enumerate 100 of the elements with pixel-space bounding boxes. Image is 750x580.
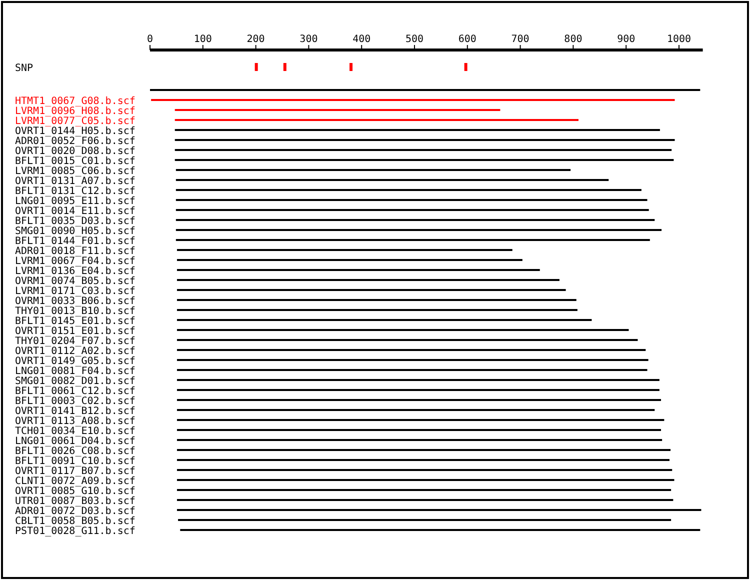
y-tick-label: LVRM1_0085_C06.b.scf: [15, 166, 136, 177]
bar: [178, 519, 672, 521]
bar: [176, 179, 609, 181]
y-tick-label: THY01_0013_B10.b.scf: [15, 306, 136, 317]
bar: [176, 469, 672, 471]
bar: [174, 159, 674, 161]
bar: [150, 89, 700, 91]
x-tick-label: 900: [617, 34, 636, 45]
y-tick-label: OVRT1_0144_H05.b.scf: [15, 126, 136, 137]
bar: [176, 209, 649, 211]
bar: [176, 259, 522, 261]
bar: [176, 329, 629, 331]
y-tick-label: LNG01_0081_F04.b.scf: [15, 366, 136, 377]
bar: [176, 439, 662, 441]
bar: [180, 529, 700, 531]
bar: [176, 229, 662, 231]
bar: [176, 299, 576, 301]
bar: [176, 369, 648, 371]
bar: [174, 109, 500, 111]
bar: [176, 279, 560, 281]
y-tick-label: BFLT1_0015_C01.b.scf: [15, 156, 136, 167]
bar: [176, 489, 672, 491]
y-tick-label: LVRM1_0077_C05.b.scf: [15, 116, 136, 127]
y-tick-label: BFLT1_0026_C08.b.scf: [15, 446, 136, 457]
bar: [176, 459, 670, 461]
y-tick-label: BFLT1_0144_F01.b.scf: [15, 236, 136, 247]
y-tick-label: OVRT1_0151_E01.b.scf: [15, 326, 136, 337]
bar: [176, 419, 664, 421]
y-tick-label: ADR01_0072_D03.b.scf: [15, 506, 136, 517]
y-tick-label: THY01_0204_F07.b.scf: [15, 336, 136, 347]
y-tick-label: ADR01_0052_F06.b.scf: [15, 136, 136, 147]
y-tick-label: UTR01_0087_B03.b.scf: [15, 496, 136, 507]
x-tick-label: 700: [511, 34, 530, 45]
y-tick-label: BFLT1_0145_E01.b.scf: [15, 316, 136, 327]
y-tick-label: OVRM1_0033_B06.b.scf: [15, 296, 136, 307]
y-tick-label: BFLT1_0091_C10.b.scf: [15, 456, 136, 467]
y-tick-label: TCH01_0034_E10.b.scf: [15, 426, 136, 437]
y-tick-label: LNG01_0061_D04.b.scf: [15, 436, 136, 447]
y-tick-label: LVRM1_0096_H08.b.scf: [15, 106, 136, 117]
y-tick-label: OVRM1_0074_B05.b.scf: [15, 276, 136, 287]
y-tick-label: CBLT1_0058_B05.b.scf: [15, 516, 136, 527]
x-tick-label: 500: [405, 34, 424, 45]
x-tick-label: 600: [458, 34, 476, 45]
bar: [176, 249, 512, 251]
y-tick-label: LVRM1_0067_F04.b.scf: [15, 256, 136, 267]
bar: [176, 169, 571, 171]
bar: [176, 199, 648, 201]
y-tick-label: OVRT1_0141_B12.b.scf: [15, 406, 136, 417]
y-tick-label: SMG01_0082_D01.b.scf: [15, 376, 136, 387]
bar: [176, 239, 650, 241]
y-tick-label: OVRT1_0113_A08.b.scf: [15, 416, 136, 427]
y-tick-label: LVRM1_0136_E04.b.scf: [15, 266, 136, 277]
x-tick-label: 800: [564, 34, 582, 45]
bar: [176, 509, 702, 511]
bar: [174, 149, 672, 151]
bar: [176, 479, 674, 481]
bar: [176, 429, 662, 431]
bar: [176, 319, 592, 321]
bar: [176, 379, 660, 381]
x-tick-label: 1000: [666, 34, 692, 45]
y-tick-label: OVRT1_0085_G10.b.scf: [15, 486, 136, 497]
y-tick-label: BFLT1_0061_C12.b.scf: [15, 386, 136, 397]
y-tick-label: SMG01_0090_H05.b.scf: [15, 226, 136, 237]
x-tick-label: 100: [194, 34, 212, 45]
y-tick-label: OVRT1_0014_E11.b.scf: [15, 206, 136, 217]
bar: [174, 139, 675, 141]
x-tick-label: 300: [300, 34, 318, 45]
y-tick-label: OVRT1_0112_A02.b.scf: [15, 346, 136, 357]
bar: [151, 99, 675, 101]
bar: [176, 309, 578, 311]
bar: [176, 269, 540, 271]
bar: [176, 399, 662, 401]
y-tick-label: LVRM1_0171_C03.b.scf: [15, 286, 136, 297]
bar: [176, 189, 642, 191]
bar: [176, 349, 646, 351]
bar: [176, 359, 648, 361]
y-tick-label: OVRT1_0020_D08.b.scf: [15, 146, 136, 157]
y-tick-label: BFLT1_0035_D03.b.scf: [15, 216, 136, 227]
bar: [176, 339, 638, 341]
bar: [174, 129, 660, 131]
x-tick-label: 400: [352, 34, 371, 45]
bar: [176, 409, 655, 411]
y-tick-label: BFLT1_0003_C02.b.scf: [15, 396, 136, 407]
bar: [176, 389, 660, 391]
y-tick-label: OVRT1_0149_G05.b.scf: [15, 356, 136, 367]
bar: [176, 289, 566, 291]
x-tick-label: 0: [146, 34, 154, 45]
bar: [176, 449, 671, 451]
y-tick-label: ADR01_0018_F11.b.scf: [15, 246, 136, 257]
y-tick-label: SNP: [15, 63, 34, 74]
bar: [176, 219, 655, 221]
y-tick-label: PST01_0028_G11.b.scf: [15, 526, 136, 537]
y-tick-label: CLNT1_0072_A09.b.scf: [15, 476, 136, 487]
y-tick-label: LNG01_0095_E11.b.scf: [15, 196, 136, 207]
y-tick-label: BFLT1_0131_C12.b.scf: [15, 186, 136, 197]
x-tick-label: 200: [246, 34, 265, 45]
y-tick-label: HTMT1_0067_G08.b.scf: [15, 96, 136, 107]
y-tick-label: OVRT1_0131_A07.b.scf: [15, 176, 136, 187]
y-tick-label: OVRT1_0117_B07.b.scf: [15, 466, 136, 477]
bar: [174, 119, 578, 121]
